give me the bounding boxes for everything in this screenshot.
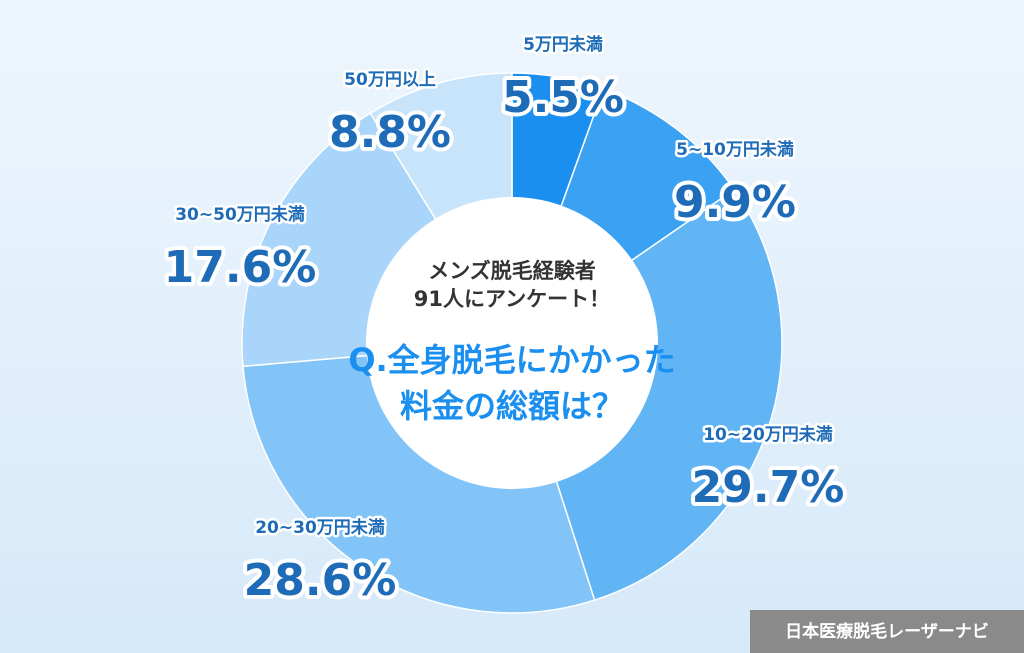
question: Q.全身脱毛にかかった: [348, 341, 675, 379]
category-label: 20~30万円未満: [255, 517, 385, 538]
category-label: 30~50万円未満: [175, 204, 305, 225]
value-label: 29.7%: [692, 462, 845, 513]
value-label: 9.9%: [674, 177, 796, 228]
value-label: 8.8%: [329, 107, 451, 158]
credit-box: [750, 610, 1024, 653]
category-label: 10~20万円未満: [703, 424, 833, 445]
donut-hole: [366, 197, 658, 489]
credit: 日本医療脱毛レーザーナビ: [785, 621, 989, 642]
question: 料金の総額は？: [400, 387, 624, 425]
category-label: 50万円以上: [344, 70, 436, 90]
center-text: メンズ脱毛経験者: [428, 259, 596, 283]
value-label: 17.6%: [164, 242, 317, 293]
category-label: 5~10万円未満: [676, 139, 794, 160]
value-label: 28.6%: [244, 555, 397, 606]
category-label: 5万円未満: [523, 34, 603, 55]
value-label: 5.5%: [502, 72, 624, 123]
labels: 5万円未満 5.5% 5~10万円未満 9.9% 10~20万円未満 29.7% 20~30…: [160, 32, 849, 611]
center-text: 91人にアンケート！: [414, 287, 610, 311]
